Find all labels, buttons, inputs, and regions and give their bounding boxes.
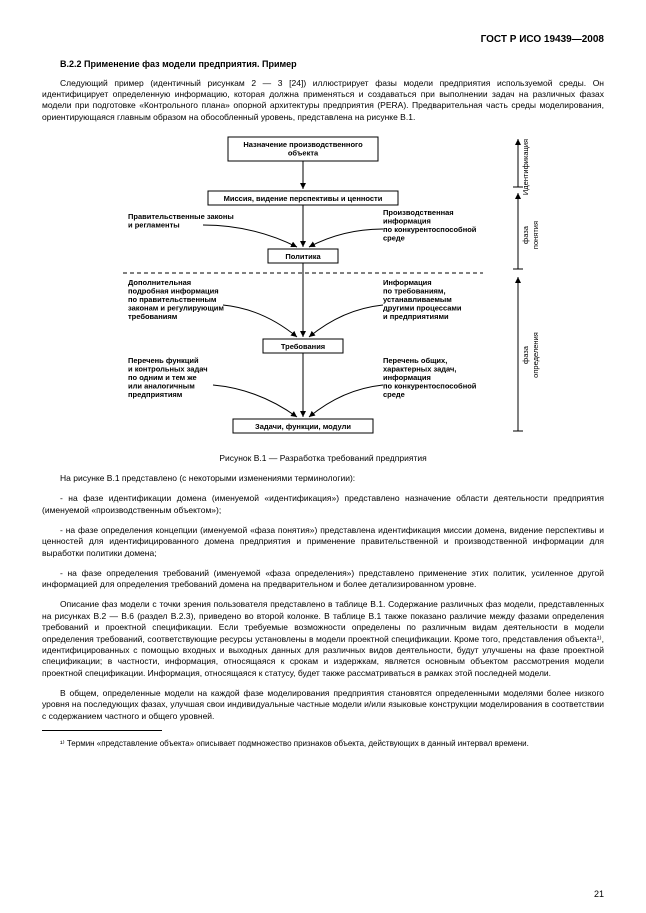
- svg-text:определения: определения: [531, 333, 540, 379]
- svg-text:Миссия, видение перспективы и: Миссия, видение перспективы и ценности: [224, 194, 383, 203]
- footnote-separator: [42, 730, 162, 731]
- svg-text:предприятиям: предприятиям: [128, 390, 183, 399]
- svg-text:объекта: объекта: [288, 149, 319, 158]
- svg-text:понятия: понятия: [531, 221, 540, 249]
- footnote-text: ¹⁾ Термин «представление объекта» описыв…: [42, 739, 604, 749]
- bullet-3: - на фазе определения требований (именуе…: [42, 568, 604, 591]
- svg-text:и регламенты: и регламенты: [128, 221, 180, 230]
- section-title-text: Применение фаз модели предприятия. Приме…: [84, 59, 297, 69]
- bullet-2: - на фазе определения концепции (именуем…: [42, 525, 604, 559]
- svg-text:и предприятиями: и предприятиями: [383, 312, 449, 321]
- svg-text:Политика: Политика: [285, 252, 321, 261]
- svg-text:среде: среде: [383, 234, 405, 243]
- post-figure-intro: На рисунке В.1 представлено (с некоторым…: [42, 473, 604, 484]
- svg-text:среде: среде: [383, 390, 405, 399]
- document-code: ГОСТ Р ИСО 19439—2008: [42, 34, 604, 45]
- section-number: В.2.2: [60, 59, 82, 69]
- description-para-2: В общем, определенные модели на каждой ф…: [42, 688, 604, 722]
- svg-text:фаза: фаза: [521, 346, 530, 365]
- figure-caption: Рисунок В.1 — Разработка требований пред…: [42, 453, 604, 463]
- figure-diagram: Назначение производственногообъектаМисси…: [42, 129, 604, 449]
- svg-text:фаза: фаза: [521, 226, 530, 245]
- intro-paragraph: Следующий пример (идентичный рисункам 2 …: [42, 78, 604, 124]
- description-para-1: Описание фаз модели с точки зрения польз…: [42, 599, 604, 679]
- bullet-1: - на фазе идентификации домена (именуемо…: [42, 493, 604, 516]
- section-heading: В.2.2 Применение фаз модели предприятия.…: [42, 59, 604, 69]
- svg-text:требованиям: требованиям: [128, 312, 178, 321]
- svg-text:Требования: Требования: [281, 342, 325, 351]
- svg-text:Идентификация: Идентификация: [521, 139, 530, 195]
- page-number: 21: [594, 889, 604, 899]
- svg-text:Задачи, функции, модули: Задачи, функции, модули: [255, 422, 351, 431]
